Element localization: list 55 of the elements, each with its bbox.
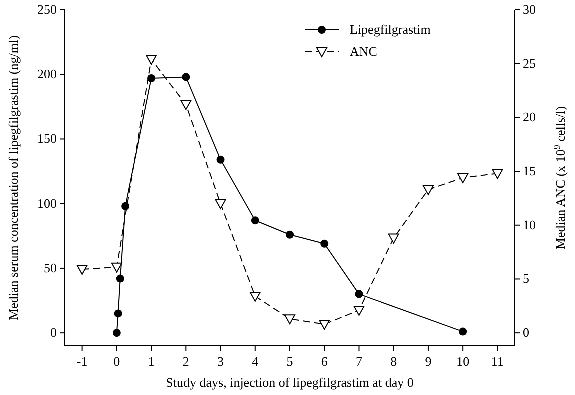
x-tick-label: 3 [218,354,224,369]
point [388,234,400,244]
y2-tick-label: 25 [523,56,536,71]
y2-tick-label: 30 [523,2,536,17]
point [76,265,88,276]
point [458,174,469,184]
point [251,216,260,225]
y2-tick-label: 15 [523,164,536,179]
point [114,310,122,318]
point [422,185,434,196]
point [354,306,365,316]
point [492,169,504,180]
x-axis-title: Study days, injection of lipegfilgrastim at day 0 [166,375,414,390]
y2-tick-label: 10 [523,217,536,232]
x-tick-label: 11 [491,354,504,369]
x-tick-label: -1 [76,354,88,369]
x-tick-label: 5 [286,354,294,369]
point [459,328,468,336]
x-tick-label: 2 [182,354,190,369]
x-tick-label: 7 [356,354,363,369]
y-tick-label: 50 [44,260,57,276]
y2-tick-label: 20 [523,110,536,125]
y-tick-label: 150 [38,131,57,146]
point [320,240,329,248]
point [182,73,190,82]
x-tick-label: 4 [252,354,260,369]
point [148,74,156,82]
point [250,292,261,302]
y-tick-label: 100 [38,196,57,211]
y-tick-label: 0 [50,325,57,340]
point [180,100,192,110]
point [319,320,330,330]
point [122,202,130,210]
point [111,262,122,273]
point [355,290,364,298]
point [215,199,226,210]
y2-tick-label: 0 [523,325,530,340]
point [116,274,124,283]
point [284,314,296,325]
x-tick-label: 10 [456,354,470,369]
point [286,230,294,239]
x-tick-label: 8 [390,354,398,369]
y-tick-label: 200 [38,66,57,82]
legend-label: ANC [350,44,378,59]
x-tick-label: 1 [148,354,155,369]
point [146,55,158,66]
x-tick-label: 6 [321,354,328,369]
y2-tick-label: 5 [523,271,530,286]
y-axis-title: Median serum concentration of lipegfilgrastim (ng/ml) [6,36,21,320]
x-tick-label: 9 [425,354,432,369]
x-tick-label: 0 [114,354,120,369]
legend-label: Lipegfilgrastim [350,22,431,37]
point [112,329,121,338]
y-tick-label: 250 [38,2,57,17]
point [216,156,225,164]
